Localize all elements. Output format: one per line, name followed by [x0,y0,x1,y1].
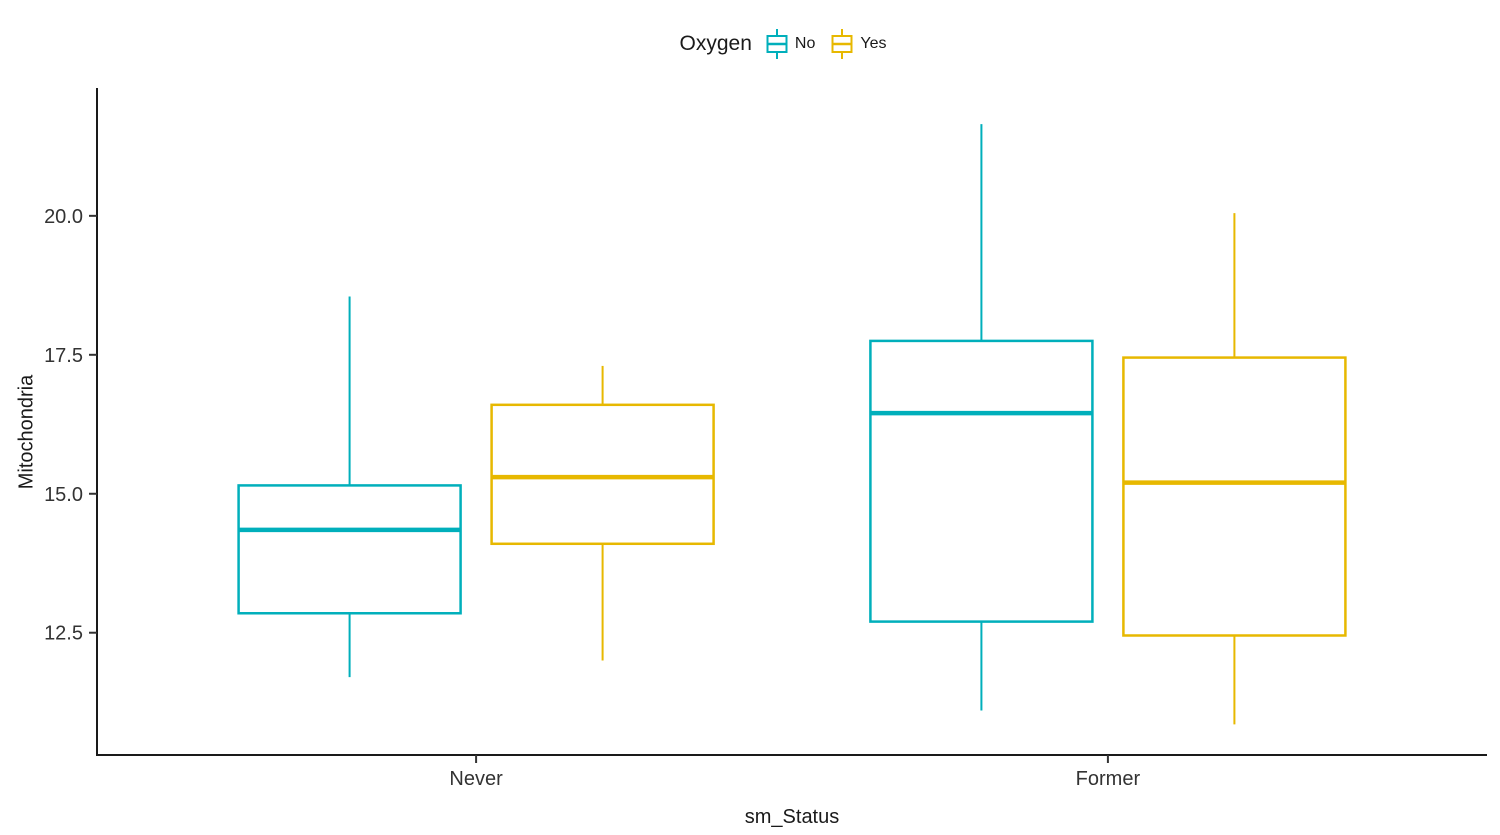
x-tick-label: Former [1076,768,1141,790]
legend-item-yes: Yes [829,28,886,60]
boxplot-key-icon [831,29,853,59]
y-tick-label: 15.0 [44,484,83,506]
x-axis-title: sm_Status [744,806,840,828]
y-tick-label: 12.5 [44,623,83,645]
box [490,403,715,546]
legend-item-no: No [764,28,815,60]
box [869,339,1094,623]
legend: Oxygen No Yes [40,24,1500,64]
legend-label-no: No [794,35,816,52]
box [237,484,462,615]
x-tick-label: Never [449,768,503,790]
box [1122,356,1347,637]
y-tick-label: 20.0 [44,206,83,228]
boxplot-key-icon [766,29,788,59]
y-tick-label: 17.5 [44,345,83,367]
y-axis-title: Mitochondria [15,374,38,490]
legend-title: Oxygen [679,32,752,55]
legend-label-yes: Yes [860,35,887,52]
